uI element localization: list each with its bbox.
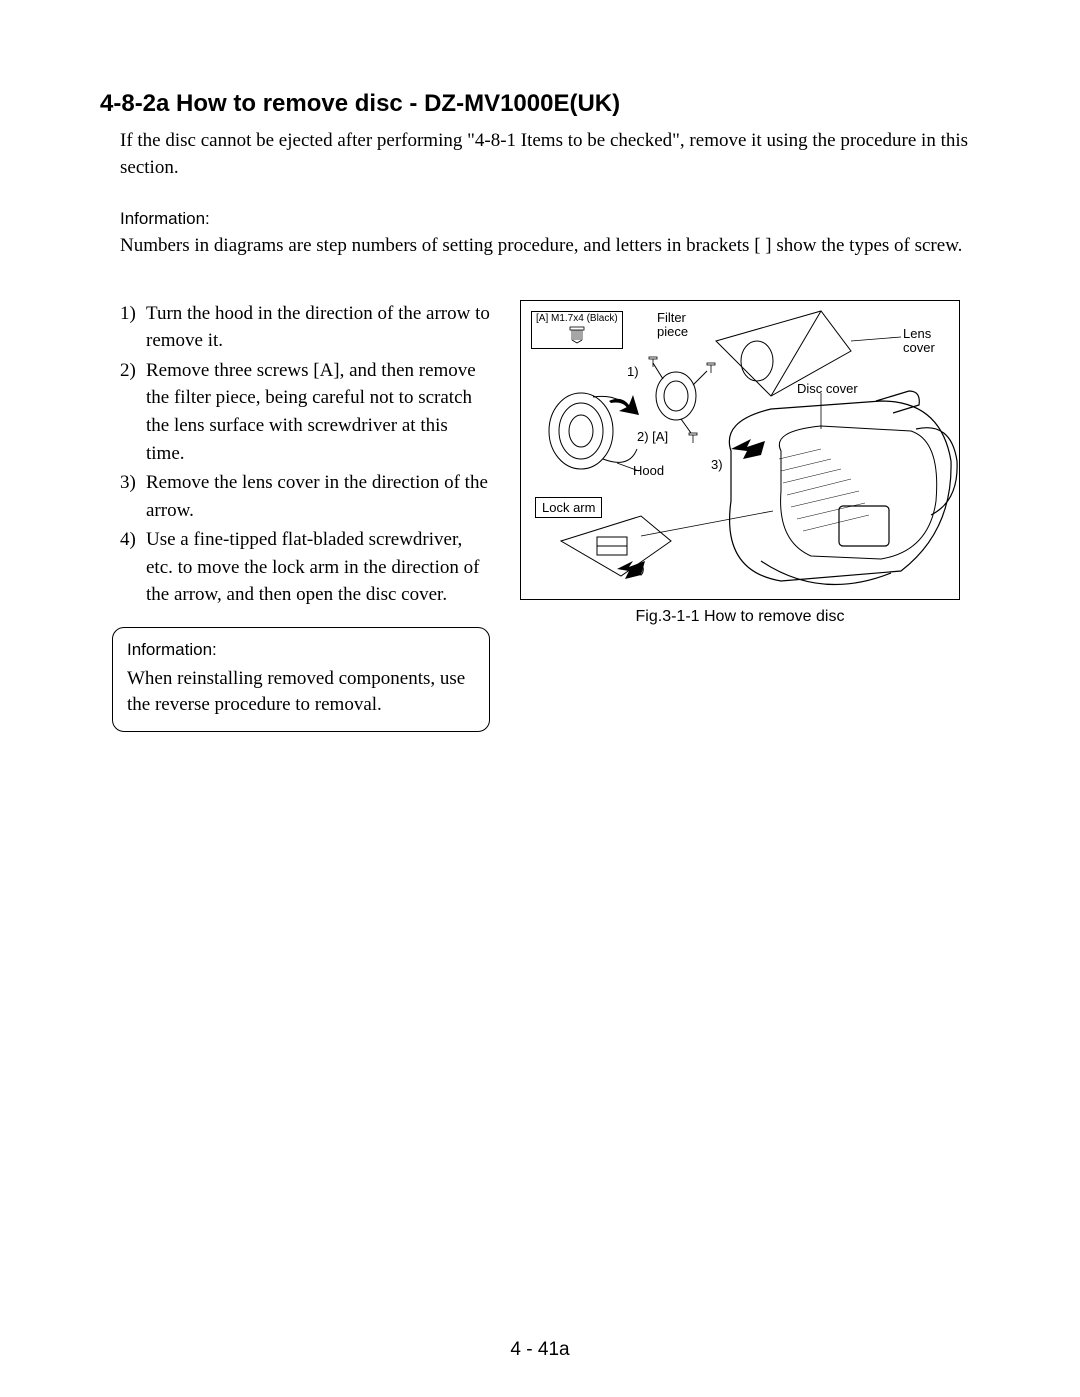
exploded-view-drawing — [521, 301, 961, 601]
label-step-4: 4) — [633, 561, 645, 576]
label-step-2: 2) [A] — [637, 429, 668, 444]
procedure-steps: Turn the hood in the direction of the ar… — [120, 300, 490, 609]
information-box: Information: When reinstalling removed c… — [112, 627, 490, 732]
label-hood: Hood — [633, 463, 664, 478]
label-filter-piece: Filter piece — [657, 311, 688, 340]
label-step-1: 1) — [627, 364, 639, 379]
label-disc-cover: Disc cover — [797, 381, 858, 396]
label-step-3: 3) — [711, 457, 723, 472]
step-4: Use a fine-tipped flat-bladed screwdrive… — [120, 526, 490, 609]
step-1: Turn the hood in the direction of the ar… — [120, 300, 490, 355]
section-heading: 4-8-2a How to remove disc - DZ-MV1000E(U… — [100, 90, 980, 118]
step-2: Remove three screws [A], and then remove… — [120, 357, 490, 467]
step-3: Remove the lens cover in the direction o… — [120, 469, 490, 524]
info-box-text: When reinstalling removed components, us… — [127, 666, 475, 719]
page-number: 4 - 41a — [0, 1339, 1080, 1361]
information-text: Numbers in diagrams are step numbers of … — [120, 233, 980, 260]
intro-paragraph: If the disc cannot be ejected after perf… — [120, 128, 980, 181]
info-box-label: Information: — [127, 638, 475, 662]
label-lock-arm: Lock arm — [535, 497, 602, 518]
figure-caption: Fig.3-1-1 How to remove disc — [520, 608, 960, 626]
label-lens-cover: Lens cover — [903, 327, 935, 356]
information-label: Information: — [120, 209, 980, 229]
figure-diagram: [A] M1.7x4 (Black) — [520, 300, 960, 600]
